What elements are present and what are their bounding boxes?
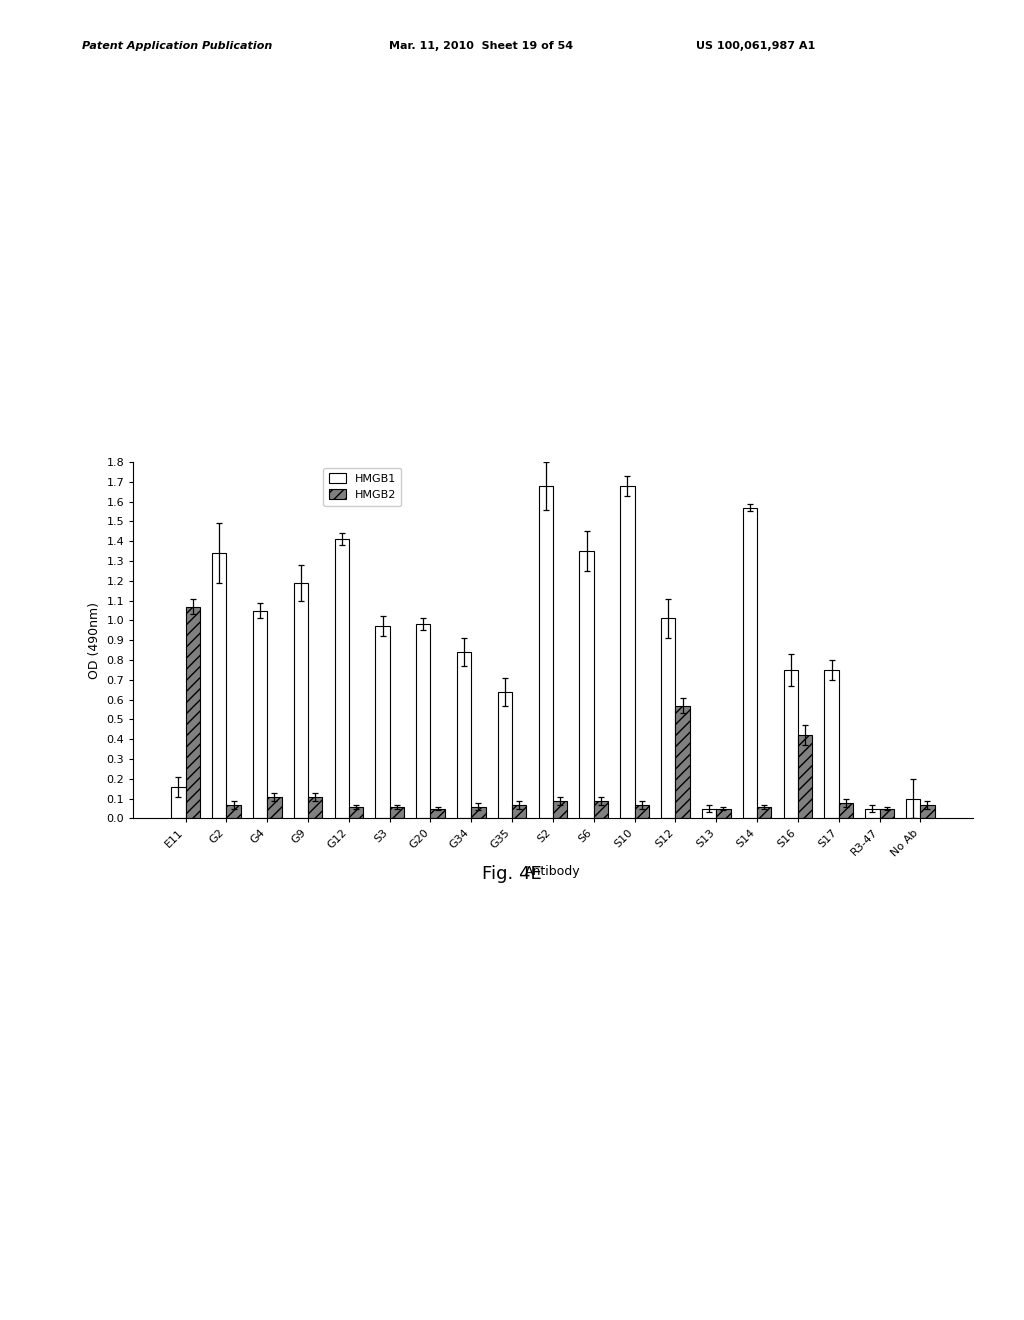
Bar: [498, 692, 512, 818]
Bar: [185, 607, 200, 818]
Bar: [580, 552, 594, 818]
Text: Fig. 4E: Fig. 4E: [482, 865, 542, 883]
Bar: [906, 799, 921, 818]
Bar: [512, 804, 526, 818]
Bar: [621, 486, 635, 818]
Text: Mar. 11, 2010  Sheet 19 of 54: Mar. 11, 2010 Sheet 19 of 54: [389, 41, 573, 51]
Bar: [783, 671, 798, 818]
Y-axis label: OD (490nm): OD (490nm): [88, 602, 100, 678]
Legend: HMGB1, HMGB2: HMGB1, HMGB2: [324, 467, 401, 506]
Bar: [171, 787, 185, 818]
Bar: [716, 808, 730, 818]
Bar: [253, 610, 267, 818]
Bar: [212, 553, 226, 818]
Bar: [430, 808, 444, 818]
Bar: [676, 705, 690, 818]
Bar: [471, 807, 485, 818]
Bar: [865, 808, 880, 818]
Bar: [294, 583, 308, 818]
Bar: [742, 507, 757, 818]
Bar: [539, 486, 553, 818]
Bar: [308, 796, 323, 818]
X-axis label: Antibody: Antibody: [525, 865, 581, 878]
Bar: [880, 808, 894, 818]
Bar: [349, 807, 364, 818]
Bar: [757, 807, 771, 818]
Bar: [635, 804, 649, 818]
Bar: [824, 671, 839, 818]
Text: US 100,061,987 A1: US 100,061,987 A1: [696, 41, 815, 51]
Bar: [376, 626, 390, 818]
Bar: [798, 735, 812, 818]
Bar: [390, 807, 403, 818]
Text: Patent Application Publication: Patent Application Publication: [82, 41, 272, 51]
Bar: [839, 803, 853, 818]
Bar: [226, 804, 241, 818]
Bar: [457, 652, 471, 818]
Bar: [594, 800, 608, 818]
Bar: [921, 804, 935, 818]
Bar: [335, 539, 349, 818]
Bar: [553, 800, 567, 818]
Bar: [267, 796, 282, 818]
Bar: [702, 808, 716, 818]
Bar: [662, 618, 676, 818]
Bar: [416, 624, 430, 818]
